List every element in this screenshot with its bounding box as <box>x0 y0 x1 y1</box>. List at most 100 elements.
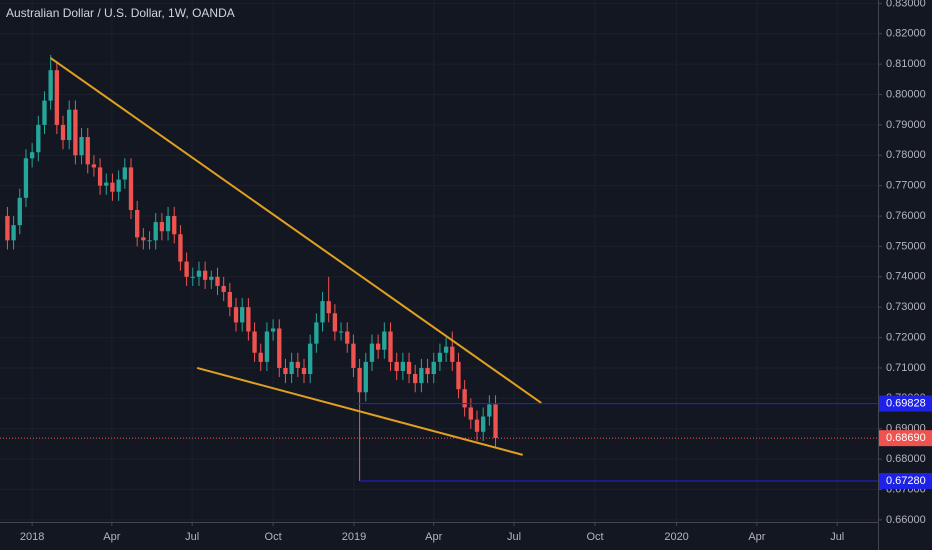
candle-body <box>67 109 72 141</box>
y-tick-label: 0.83000 <box>886 0 926 9</box>
candle-body <box>54 70 60 125</box>
trendline <box>50 57 542 404</box>
candle-body <box>42 100 47 125</box>
price-label: 0.67280 <box>886 475 926 487</box>
x-tick-label: Apr <box>425 531 442 543</box>
y-tick-label: 0.66000 <box>886 514 926 526</box>
candle-body <box>91 164 97 168</box>
candle-body <box>357 367 362 393</box>
candle-body <box>487 404 492 417</box>
x-tick-label: Jul <box>830 531 844 543</box>
candle-body <box>196 270 202 277</box>
candle-body <box>481 416 486 432</box>
candle-body <box>215 276 220 286</box>
candle-body <box>425 367 430 375</box>
candle-body <box>153 222 158 241</box>
candle-body <box>184 261 189 277</box>
candle-body <box>36 124 41 153</box>
candle-body <box>456 361 461 390</box>
candle-body <box>295 361 300 368</box>
candle-body <box>431 361 436 375</box>
y-tick-label: 0.80000 <box>886 88 926 100</box>
y-tick-label: 0.74000 <box>886 271 926 283</box>
candle-body <box>240 307 245 323</box>
y-tick-label: 0.78000 <box>886 149 926 161</box>
candle-body <box>369 343 375 362</box>
price-label-box <box>879 472 932 489</box>
candle-body <box>209 276 214 280</box>
candle-body <box>462 389 467 408</box>
candle-body <box>233 307 239 323</box>
candle-body <box>450 346 455 362</box>
x-tick-label: 2020 <box>664 531 688 543</box>
candle-body <box>159 222 165 232</box>
y-tick-label: 0.71000 <box>886 362 926 374</box>
candle-body <box>382 331 387 350</box>
candle-body <box>443 346 449 353</box>
x-tick-label: 2019 <box>342 531 366 543</box>
candle-body <box>178 234 183 262</box>
y-tick-label: 0.75000 <box>886 240 926 252</box>
price-label: 0.68690 <box>886 432 926 444</box>
candle-body <box>122 167 127 180</box>
candle-body <box>338 331 344 333</box>
candle-body <box>264 331 270 362</box>
candle-body <box>202 270 208 280</box>
candle-body <box>332 313 338 332</box>
candle-body <box>110 182 115 192</box>
price-label: 0.69828 <box>886 397 926 409</box>
y-tick-label: 0.79000 <box>886 119 926 131</box>
candle-body <box>258 352 263 362</box>
candle-body <box>85 137 90 165</box>
candle-body <box>17 197 22 226</box>
candle-body <box>128 167 134 210</box>
candle-body <box>419 367 424 384</box>
y-tick-label: 0.77000 <box>886 180 926 192</box>
candle-body <box>363 361 368 393</box>
candle-body <box>270 328 276 332</box>
y-tick-label: 0.82000 <box>886 28 926 40</box>
candle-body <box>116 179 121 192</box>
x-tick-label: Jul <box>185 531 199 543</box>
candle-body <box>345 331 350 344</box>
x-tick-label: Jul <box>507 531 521 543</box>
candle-body <box>246 307 251 332</box>
chart-title: Australian Dollar / U.S. Dollar, 1W, OAN… <box>6 6 235 20</box>
candle-body <box>277 328 282 368</box>
y-tick-label: 0.73000 <box>886 301 926 313</box>
candle-body <box>60 124 66 141</box>
candle-body <box>474 419 480 432</box>
candle-body <box>104 182 109 186</box>
candle-body <box>97 167 103 186</box>
candle-body <box>406 361 412 375</box>
x-tick-label: Apr <box>103 531 120 543</box>
candle-body <box>227 291 233 308</box>
x-tick-label: Apr <box>748 531 765 543</box>
candle-body <box>394 361 399 371</box>
y-tick-label: 0.81000 <box>886 58 926 70</box>
candle-body <box>314 322 319 344</box>
candle-body <box>141 237 146 241</box>
candle-body <box>165 216 171 232</box>
candle-body <box>388 331 393 362</box>
x-tick-label: Oct <box>586 531 603 543</box>
candle-body <box>375 343 381 350</box>
candle-body <box>351 343 356 368</box>
candle-body <box>289 361 294 375</box>
candle-body <box>147 240 152 242</box>
candle-body <box>11 225 16 241</box>
candle-body <box>326 301 331 314</box>
price-label-box <box>879 395 932 412</box>
candle-body <box>172 216 177 235</box>
axes: 0.660000.670000.680000.690000.700000.710… <box>20 0 932 543</box>
candle-body <box>283 367 288 375</box>
candle-body <box>135 209 140 238</box>
candle-body <box>320 301 325 323</box>
y-tick-label: 0.68000 <box>886 453 926 465</box>
y-tick-label: 0.72000 <box>886 331 926 343</box>
x-tick-label: Oct <box>265 531 282 543</box>
price-label-box <box>879 430 932 447</box>
candle-body <box>48 70 53 101</box>
candle-body <box>23 158 29 198</box>
